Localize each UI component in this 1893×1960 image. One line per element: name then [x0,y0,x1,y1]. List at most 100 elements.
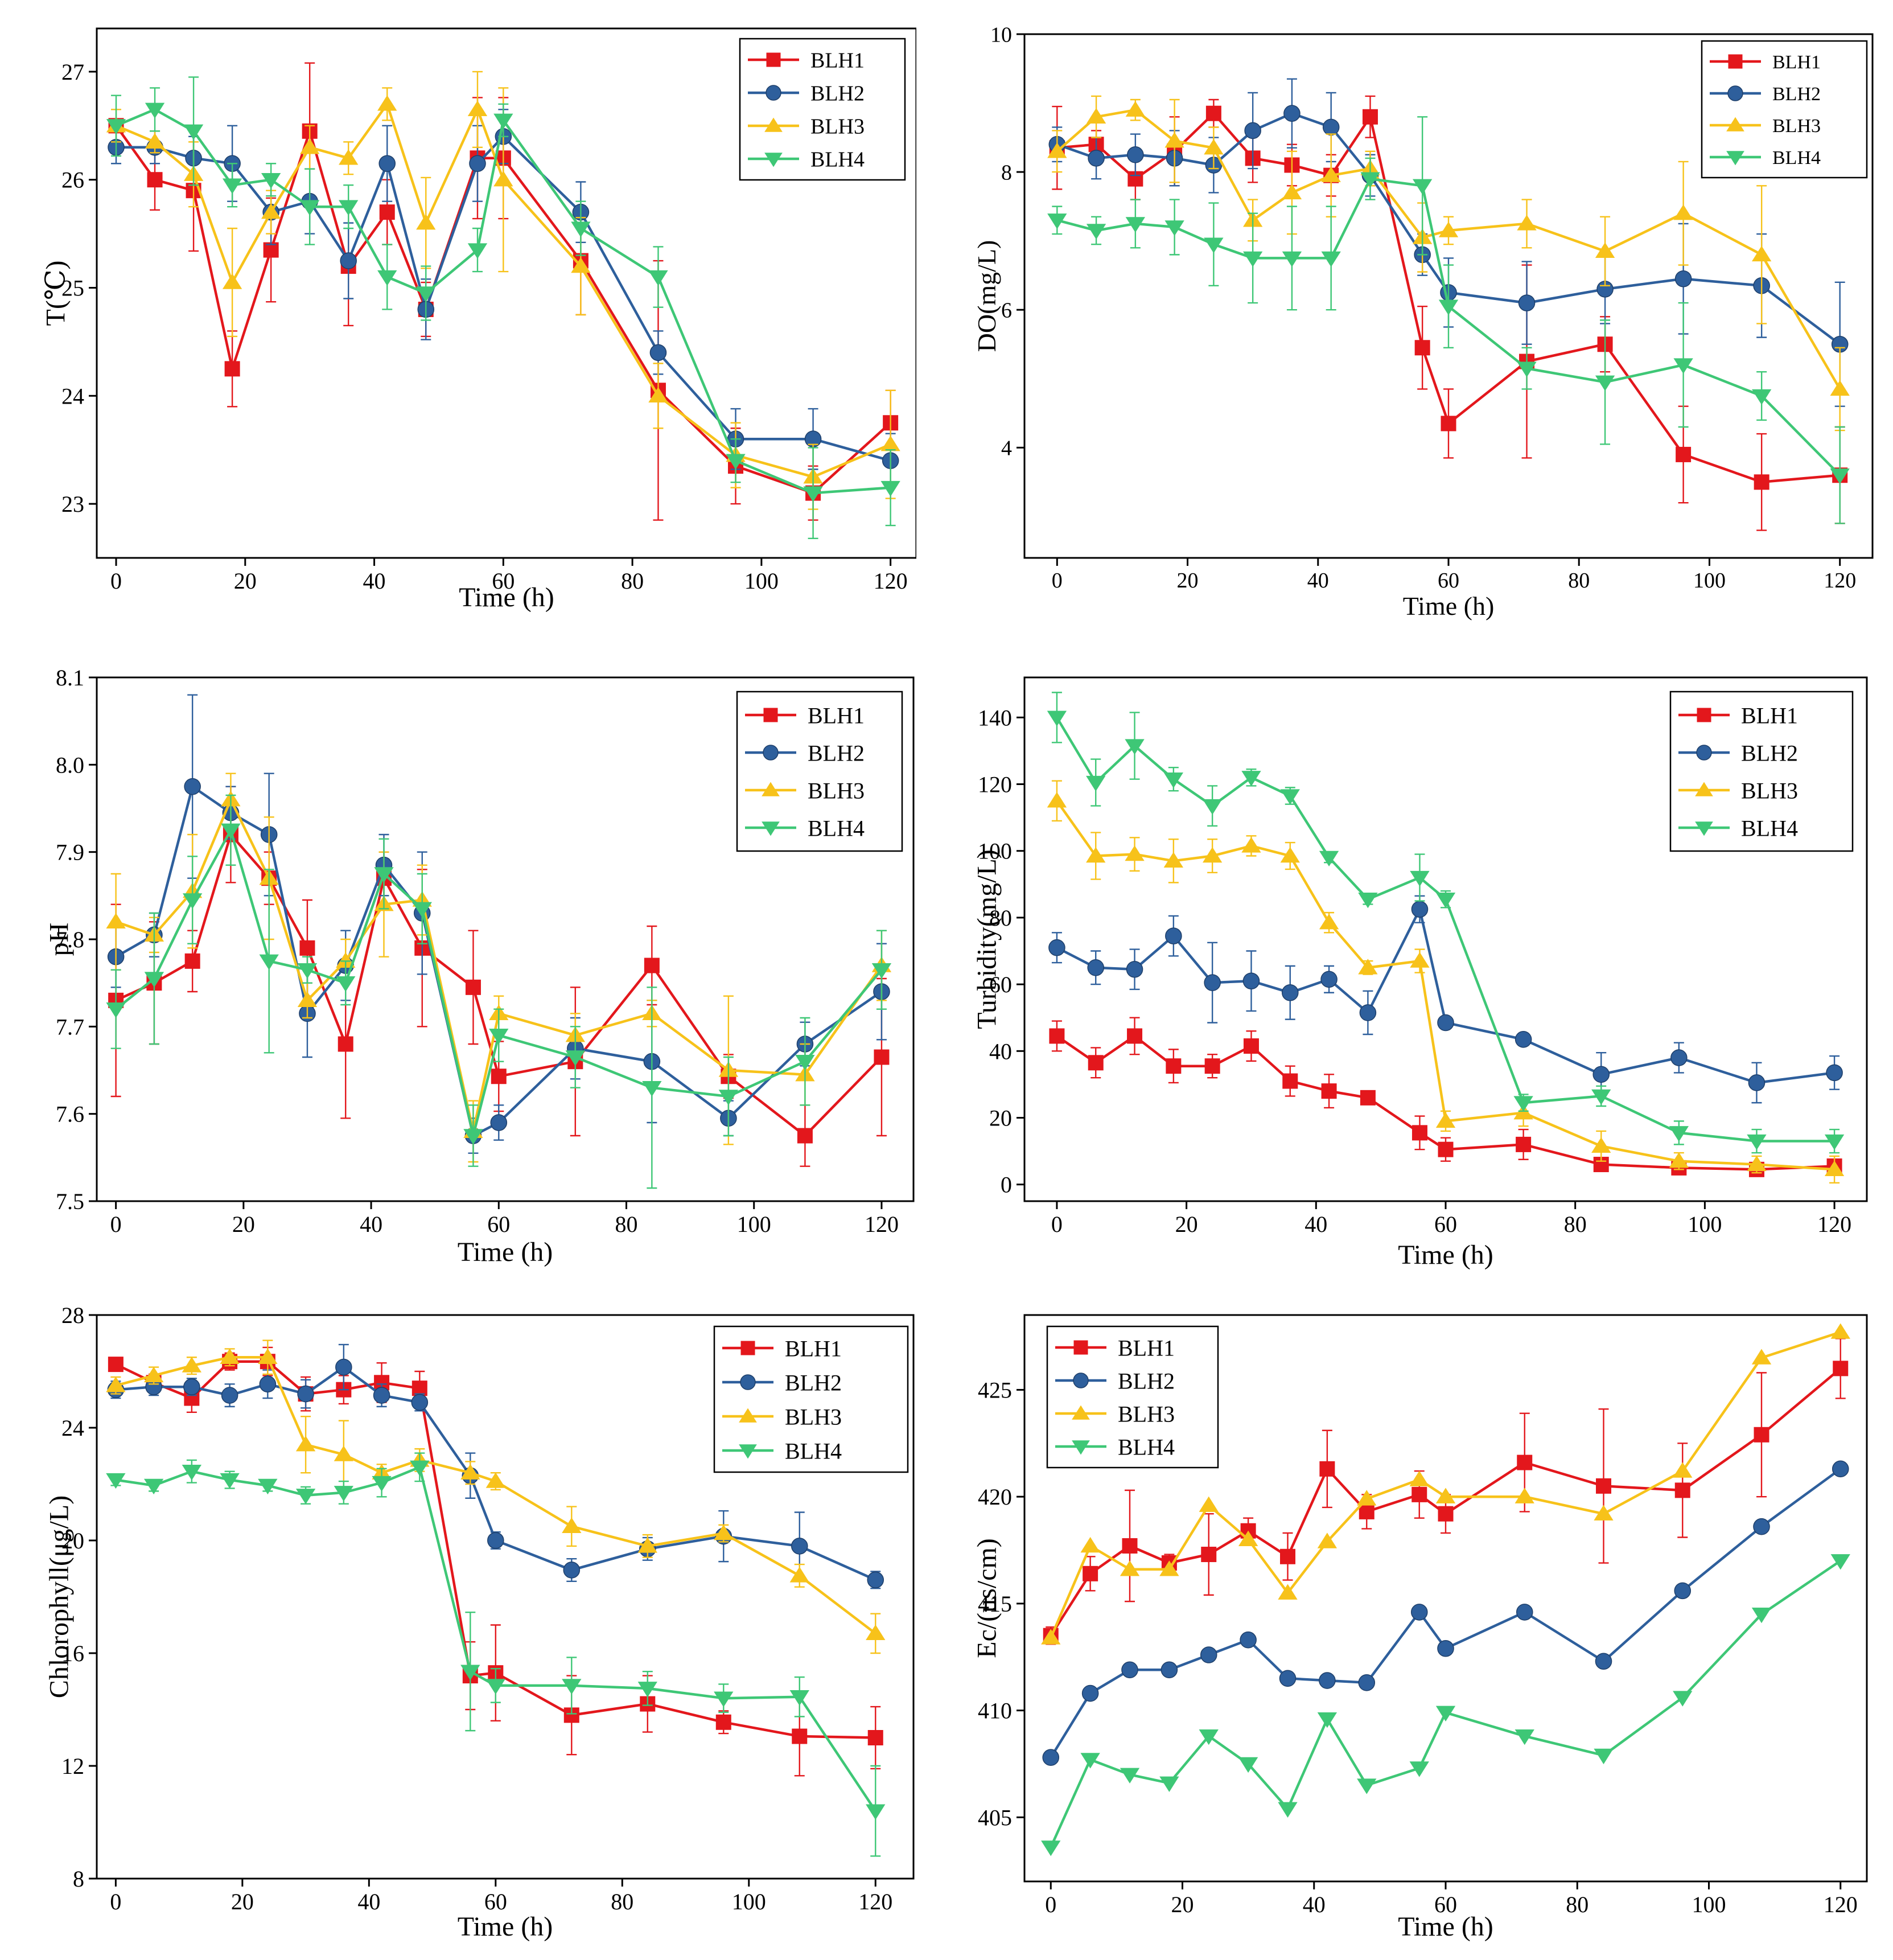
series-line [1050,1367,1842,1637]
legend-item-blh1: BLH1 [745,702,865,728]
y-axis-label: Turbidity(mg/L) [972,849,1002,1029]
data-point [563,1562,581,1579]
data-point [648,387,668,403]
x-tick-label: 100 [744,568,779,594]
legend-label: BLH4 [1118,1434,1175,1460]
data-point [1081,1684,1099,1702]
data-point [1047,213,1067,229]
data-point [1674,270,1692,287]
data-point [340,252,357,269]
data-point [1409,1761,1429,1777]
plot-area [106,694,892,1189]
data-point [259,954,279,970]
y-tick-label: 80 [989,905,1012,931]
x-axis-label: Time (h) [458,1237,553,1267]
data-point [1441,416,1456,432]
data-point [1041,1629,1061,1645]
data-point [1199,1496,1219,1512]
series-line [1056,1034,1835,1171]
data-point [182,1465,202,1481]
data-point [1674,1582,1692,1600]
legend-marker [1073,1340,1088,1355]
data-point [571,221,591,237]
chart-turbidity: 0 20 40 60 80 100 120 0 20 40 60 80 100 120 140 Time (h… [972,676,1868,1270]
data-point [1166,1058,1182,1074]
data-point [1754,474,1769,490]
chart-do: 0 20 40 60 80 100 120 4 6 8 10 Time (h) DO(mg/L) BLH1… [972,23,1874,621]
data-point [1591,1137,1611,1153]
data-point [1358,892,1378,909]
data-point [1321,166,1341,182]
y-tick-label: 8.0 [56,752,84,778]
y-tick-label: 8 [1001,161,1012,184]
data-point [562,1517,582,1533]
data-point [1125,845,1145,861]
legend-marker [766,85,781,101]
data-point [1435,1112,1456,1128]
y-tick-label: 20 [61,1528,84,1554]
data-point [1516,1136,1532,1152]
series-line [1057,112,1840,484]
series-blh4 [106,1452,886,1857]
x-tick-label: 40 [357,1889,380,1914]
legend-item-blh2: BLH2 [1710,84,1821,105]
data-point [1047,792,1067,808]
data-point [1751,389,1772,405]
data-point [1047,710,1067,726]
y-axis-label: Ec/(us/cm) [972,1538,1002,1658]
data-point [714,1691,734,1707]
y-tick-label: 425 [978,1377,1012,1403]
data-point [1517,215,1537,231]
data-point [1830,469,1850,484]
legend-label: BLH3 [1741,778,1798,803]
data-point [1435,892,1456,909]
data-point [1748,1074,1766,1091]
legend-marker [1727,85,1743,101]
data-point [565,1050,585,1066]
data-point [1241,771,1261,787]
x-tick-label: 80 [615,1211,638,1237]
plot-area [106,1339,886,1857]
data-point [871,963,892,979]
legend-marker [1695,821,1713,836]
data-point [1319,914,1339,930]
x-tick-label: 20 [232,1211,255,1237]
legend-label: BLH3 [810,115,865,139]
data-point [493,171,513,187]
legend-marker [763,708,778,722]
data-point [1673,204,1693,220]
legend-item-blh3: BLH3 [1678,778,1798,803]
data-point [1159,1560,1179,1576]
legend-item-blh3: BLH3 [748,115,865,139]
y-tick-label: 40 [989,1038,1012,1064]
data-point [1083,1565,1098,1581]
x-tick-label: 20 [234,568,257,594]
data-point [378,155,396,172]
data-point [465,979,481,995]
legend-label: BLH4 [1772,147,1821,169]
data-point [338,1036,353,1052]
legend: BLH1 BLH2 BLH3 BLH4 [713,1325,909,1473]
data-point [1357,1490,1377,1506]
data-point [467,243,488,259]
legend-item-blh4: BLH4 [722,1438,842,1464]
data-point [183,1378,200,1396]
chart-ph: 0 20 40 60 80 100 120 7.5 7.6 7.7 7.8 7.9 8.0 8.1 Time… [44,666,915,1267]
data-point [1278,1584,1298,1600]
data-point [1669,1126,1689,1142]
data-point [1358,959,1378,975]
data-point [106,913,126,929]
legend-label: BLH2 [1118,1368,1175,1394]
data-point [1596,1478,1611,1494]
data-point [1319,1461,1335,1477]
legend-marker [1726,117,1744,132]
y-tick-label: 415 [978,1591,1012,1617]
data-point [571,257,591,273]
y-tick-label: 7.5 [56,1189,84,1214]
data-point [867,1571,884,1589]
data-point [1204,139,1224,155]
x-tick-label: 120 [858,1889,892,1914]
legend-marker [740,1374,756,1390]
data-point [874,1049,890,1065]
data-point [1087,959,1105,976]
